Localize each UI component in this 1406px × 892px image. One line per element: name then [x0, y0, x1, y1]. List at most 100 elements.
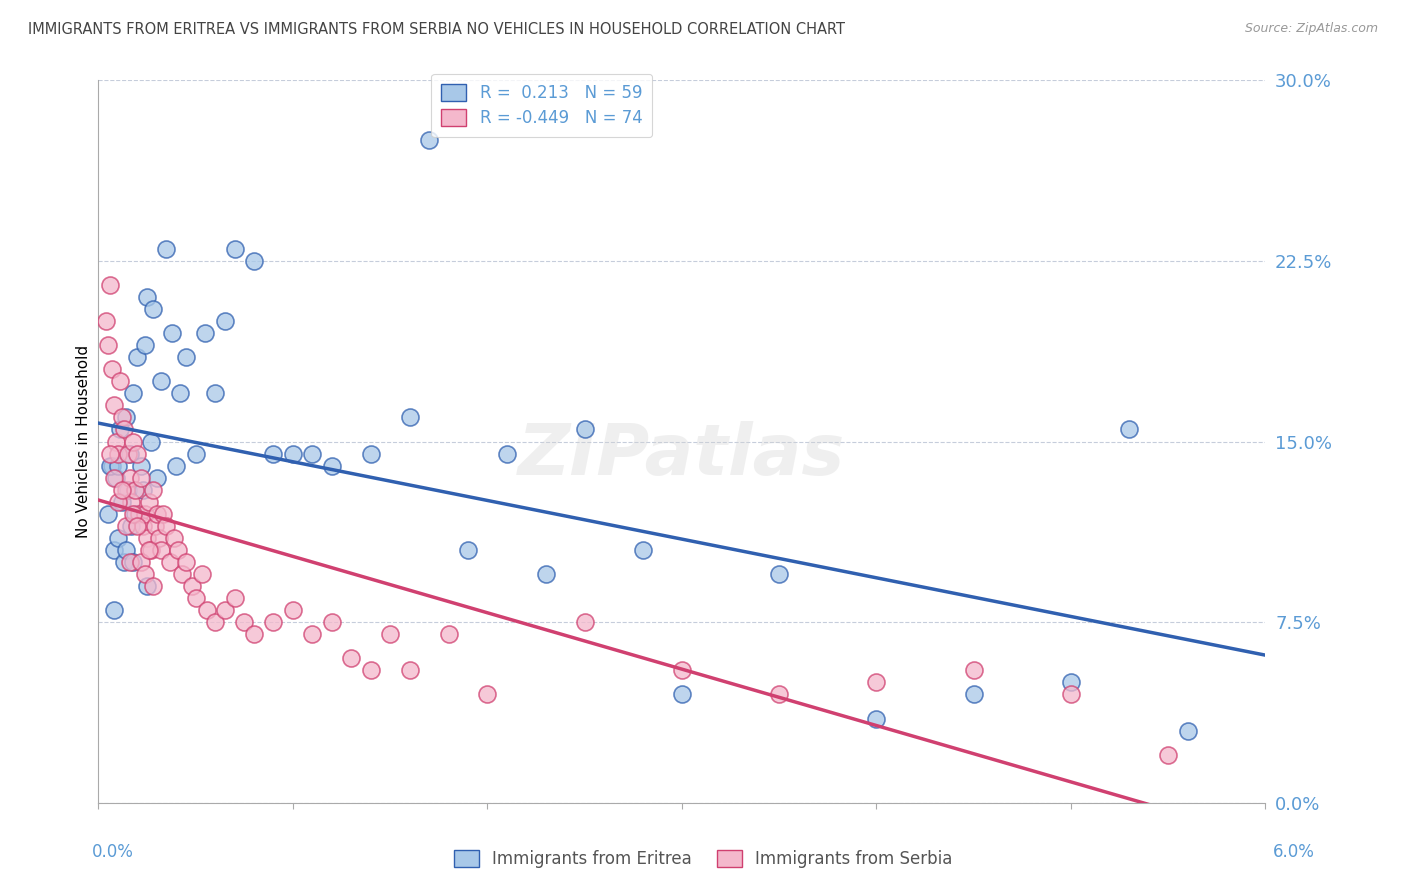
Point	[281, 446, 304, 460]
Point	[574, 615, 596, 630]
Legend: R =  0.213   N = 59, R = -0.449   N = 74: R = 0.213 N = 59, R = -0.449 N = 74	[432, 74, 652, 137]
Point	[112, 423, 135, 437]
Point	[380, 627, 402, 641]
Point	[174, 350, 197, 364]
Point	[146, 507, 169, 521]
Point	[214, 314, 236, 328]
Point	[114, 542, 136, 557]
Point	[162, 326, 184, 341]
Point	[98, 446, 121, 460]
Point	[107, 458, 129, 473]
Point	[136, 290, 159, 304]
Point	[112, 555, 135, 569]
Point	[114, 519, 136, 533]
Point	[117, 446, 139, 460]
Point	[98, 458, 121, 473]
Point	[124, 507, 146, 521]
Point	[155, 519, 177, 533]
Point	[671, 664, 693, 678]
Point	[122, 434, 145, 449]
Point	[96, 314, 118, 328]
Text: Source: ZipAtlas.com: Source: ZipAtlas.com	[1244, 22, 1378, 36]
Point	[134, 338, 156, 352]
Point	[204, 615, 226, 630]
Point	[159, 555, 181, 569]
Point	[107, 446, 129, 460]
Point	[865, 712, 887, 726]
Point	[114, 483, 136, 497]
Point	[136, 531, 159, 545]
Point	[574, 423, 596, 437]
Point	[138, 542, 160, 557]
Point	[865, 675, 887, 690]
Point	[962, 687, 984, 701]
Point	[142, 483, 165, 497]
Point	[477, 687, 499, 701]
Point	[136, 579, 159, 593]
Text: IMMIGRANTS FROM ERITREA VS IMMIGRANTS FROM SERBIA NO VEHICLES IN HOUSEHOLD CORRE: IMMIGRANTS FROM ERITREA VS IMMIGRANTS FR…	[28, 22, 845, 37]
Point	[170, 567, 193, 582]
Point	[1177, 723, 1199, 738]
Point	[111, 494, 134, 508]
Point	[148, 531, 170, 545]
Point	[671, 687, 693, 701]
Point	[224, 242, 246, 256]
Point	[194, 326, 217, 341]
Text: ZIPatlas: ZIPatlas	[519, 422, 845, 491]
Point	[457, 542, 479, 557]
Point	[108, 375, 131, 389]
Point	[152, 507, 174, 521]
Point	[132, 483, 155, 497]
Point	[111, 410, 134, 425]
Point	[139, 434, 162, 449]
Point	[108, 423, 131, 437]
Point	[124, 483, 146, 497]
Text: 0.0%: 0.0%	[91, 843, 134, 861]
Point	[118, 446, 141, 460]
Point	[418, 133, 440, 147]
Point	[127, 350, 149, 364]
Point	[768, 687, 790, 701]
Point	[114, 410, 136, 425]
Point	[204, 386, 226, 401]
Point	[121, 519, 143, 533]
Point	[243, 253, 266, 268]
Point	[98, 278, 121, 293]
Point	[534, 567, 557, 582]
Point	[127, 446, 149, 460]
Point	[128, 507, 150, 521]
Point	[360, 446, 382, 460]
Point	[631, 542, 654, 557]
Point	[360, 664, 382, 678]
Point	[101, 362, 124, 376]
Point	[129, 458, 152, 473]
Point	[103, 471, 125, 485]
Point	[340, 651, 363, 665]
Point	[180, 579, 202, 593]
Point	[768, 567, 790, 582]
Point	[301, 446, 323, 460]
Point	[195, 603, 218, 617]
Point	[111, 483, 134, 497]
Point	[122, 507, 145, 521]
Point	[142, 301, 165, 317]
Point	[103, 603, 125, 617]
Point	[184, 591, 207, 606]
Point	[165, 458, 187, 473]
Point	[321, 615, 343, 630]
Point	[149, 375, 172, 389]
Point	[1060, 687, 1083, 701]
Point	[169, 386, 191, 401]
Text: 6.0%: 6.0%	[1272, 843, 1315, 861]
Point	[103, 398, 125, 412]
Point	[398, 664, 420, 678]
Point	[138, 494, 160, 508]
Point	[1157, 747, 1180, 762]
Point	[321, 458, 343, 473]
Point	[129, 471, 152, 485]
Point	[132, 519, 155, 533]
Point	[167, 542, 190, 557]
Point	[101, 458, 124, 473]
Point	[149, 542, 172, 557]
Point	[281, 603, 304, 617]
